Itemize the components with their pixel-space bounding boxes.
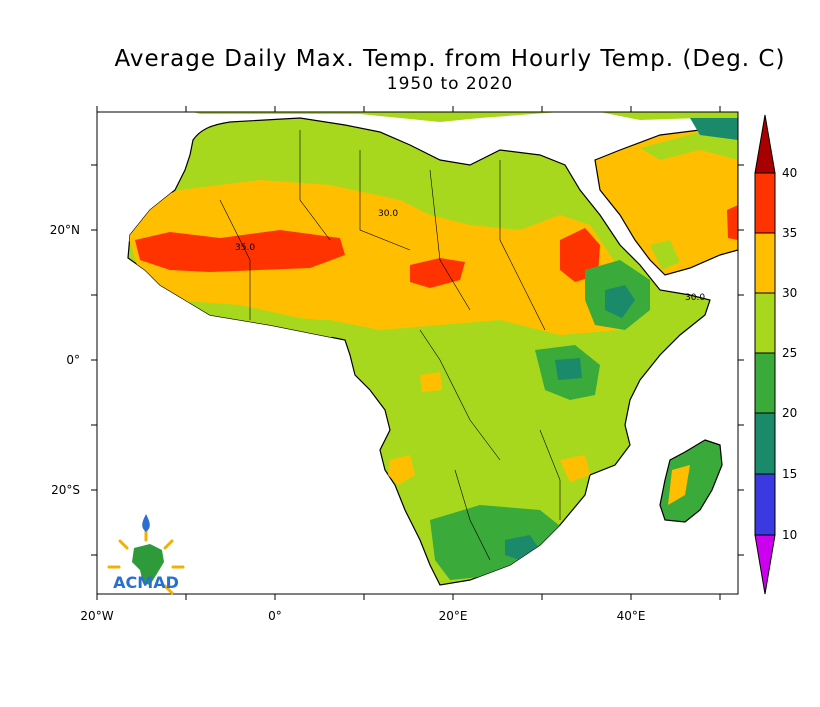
yemen-highlands [650, 240, 680, 270]
colorbar-level-label: 25 [782, 346, 797, 360]
x-tick-label: 0° [268, 609, 282, 623]
contour-label: 30.0 [685, 293, 705, 303]
colorbar-swatch-20-25 [754, 352, 776, 414]
colorbar-swatch-30-35 [754, 232, 776, 294]
x-tick-label: 20°W [80, 609, 113, 623]
region-35-40-sahel [135, 230, 345, 272]
x-tick-label: 40°E [617, 609, 646, 623]
region-35-40-chad [410, 258, 465, 288]
y-tick-label: 20°S [51, 483, 80, 497]
region-30-35-congo [420, 372, 442, 392]
europe-strip [193, 112, 738, 125]
region-15-20-lake-victoria [555, 358, 582, 380]
madagascar-west-warm [668, 465, 690, 505]
region-35-40-sudan [560, 228, 600, 282]
colorbar-level-label: 35 [782, 226, 797, 240]
colorbar-swatch-35-40 [754, 172, 776, 234]
colorbar-swatch-15-20 [754, 412, 776, 475]
colorbar-swatch-10-15 [754, 473, 776, 536]
arabian-peninsula [594, 129, 738, 276]
acmad-logo: ACMAD [107, 514, 185, 595]
region-25-30-guinea [170, 300, 340, 340]
country-borders [219, 130, 561, 561]
map-border [96, 111, 739, 595]
region-35-40-gulf [727, 205, 738, 240]
region-15-20-ethiopia [605, 285, 635, 318]
colorbar-level-label: 20 [782, 406, 797, 420]
contour-label: 30.0 [378, 209, 398, 219]
arabia-north-green [640, 132, 738, 160]
colorbar-level-label: 15 [782, 467, 797, 481]
axis-ticks [91, 106, 744, 600]
region-30-35-namibia [388, 455, 415, 485]
colorbar-level-label: 30 [782, 286, 797, 300]
colorbar-arrow-low [754, 534, 776, 595]
colorbar [754, 114, 776, 595]
x-tick-label: 20°E [439, 609, 468, 623]
madagascar [659, 439, 723, 523]
colorbar-level-label: 10 [782, 528, 797, 542]
region-15-20-iran [690, 118, 738, 140]
y-tick-label: 0° [66, 353, 80, 367]
map-subtitle: 1950 to 2020 [386, 74, 514, 94]
region-30-35-mozambique [560, 455, 590, 482]
map-title: Average Daily Max. Temp. from Hourly Tem… [114, 46, 786, 72]
colorbar-arrow-high [754, 114, 776, 174]
colorbar-swatch-25-30 [754, 292, 776, 354]
logo-text: ACMAD [113, 573, 179, 592]
colorbar-level-label: 40 [782, 166, 797, 180]
contour-label: 35.0 [235, 243, 255, 253]
y-tick-label: 20°N [50, 223, 80, 237]
